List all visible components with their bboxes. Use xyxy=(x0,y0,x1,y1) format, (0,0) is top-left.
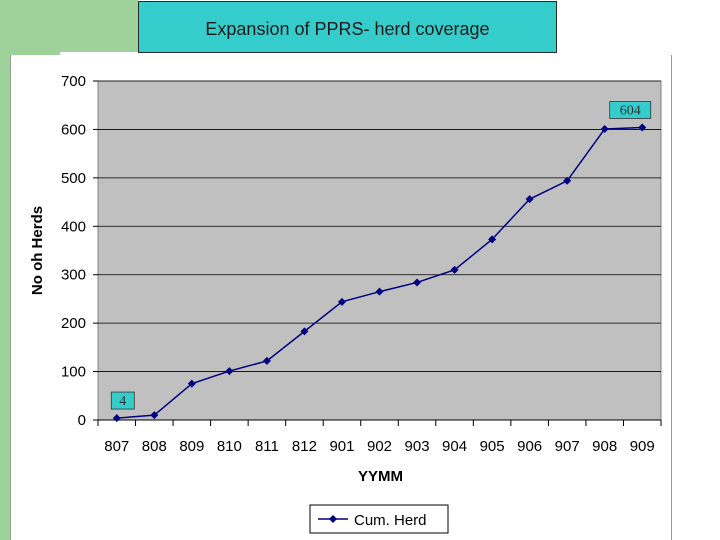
x-tick-label: 812 xyxy=(292,438,317,455)
data-point xyxy=(600,124,609,133)
y-axis-title: No oh Herds xyxy=(29,206,46,295)
data-point xyxy=(337,297,346,306)
data-label-box xyxy=(609,101,652,119)
x-tick-label: 909 xyxy=(630,438,655,455)
data-point xyxy=(375,287,384,296)
y-tick-label: 300 xyxy=(61,267,86,284)
y-tick-label: 700 xyxy=(61,73,86,90)
data-point xyxy=(187,379,196,388)
x-tick-label: 904 xyxy=(442,438,467,455)
x-tick-label: 811 xyxy=(255,438,279,455)
x-tick-label: 908 xyxy=(592,438,617,455)
y-tick-label: 200 xyxy=(61,315,86,332)
x-tick-label: 808 xyxy=(142,438,167,455)
data-point xyxy=(563,176,572,185)
slide-title: Expansion of PPRS- herd coverage xyxy=(138,1,557,53)
y-tick-label: 400 xyxy=(61,218,86,235)
y-tick-label: 0 xyxy=(78,412,86,429)
top-decoration xyxy=(0,0,138,52)
y-tick-label: 600 xyxy=(61,121,86,138)
legend-label: Cum. Herd xyxy=(354,512,427,529)
x-tick-label: 903 xyxy=(405,438,430,455)
data-point xyxy=(300,327,309,336)
data-point xyxy=(413,278,422,287)
x-tick-label: 810 xyxy=(217,438,242,455)
y-tick-label: 500 xyxy=(61,170,86,187)
data-label: 4 xyxy=(110,391,135,410)
x-tick-label: 906 xyxy=(517,438,542,455)
data-point xyxy=(262,356,271,365)
data-point xyxy=(525,195,534,204)
data-point xyxy=(150,411,159,420)
x-tick-label: 809 xyxy=(179,438,204,455)
data-label-text: 604 xyxy=(620,103,641,118)
data-point xyxy=(112,414,121,423)
data-point xyxy=(450,265,459,274)
data-point xyxy=(488,235,497,244)
x-tick-label: 901 xyxy=(329,438,354,455)
x-tick-label: 902 xyxy=(367,438,392,455)
data-label: 604 xyxy=(609,101,652,119)
y-tick-label: 100 xyxy=(61,364,86,381)
x-tick-label: 907 xyxy=(555,438,580,455)
data-label-box xyxy=(110,391,135,410)
data-point xyxy=(638,123,647,132)
x-tick-label: 807 xyxy=(104,438,129,455)
legend-marker xyxy=(329,515,337,523)
plot-area xyxy=(97,80,662,421)
x-axis-title: YYMM xyxy=(358,468,403,485)
x-tick-label: 905 xyxy=(480,438,505,455)
data-label-text: 4 xyxy=(119,394,126,409)
data-point xyxy=(225,367,234,376)
